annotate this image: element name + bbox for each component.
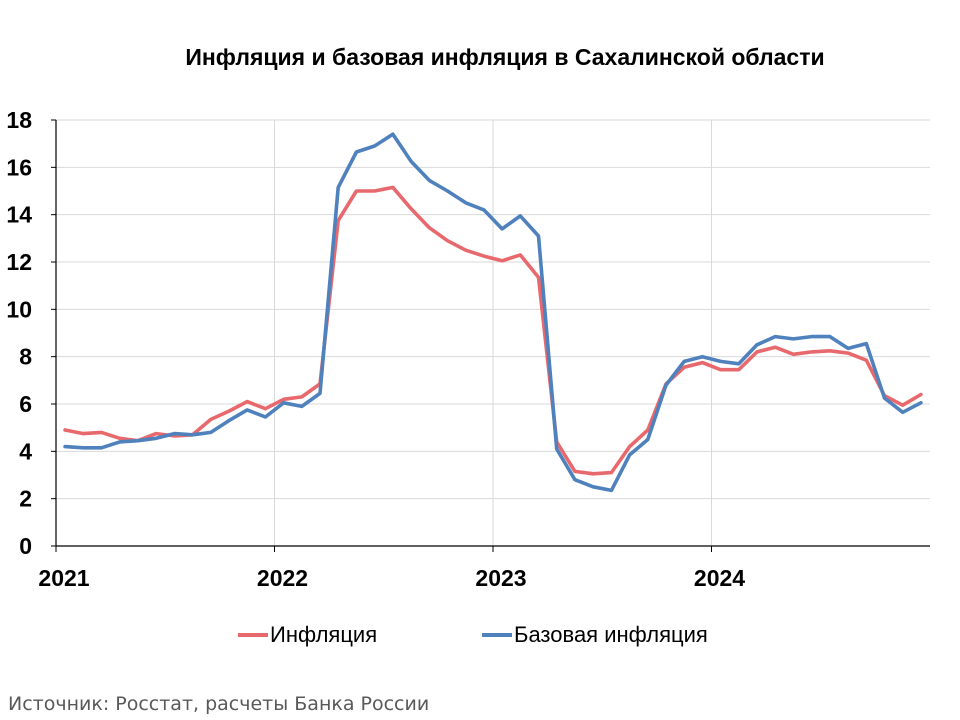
grid-lines — [56, 119, 930, 546]
y-tick-label: 18 — [6, 107, 32, 133]
axes — [51, 119, 930, 552]
legend-item-core-inflation: Базовая инфляция — [482, 622, 708, 648]
series-lines — [63, 132, 923, 493]
y-tick-label: 2 — [19, 486, 32, 512]
x-tick-label: 2024 — [694, 565, 745, 591]
legend-label-core-inflation: Базовая инфляция — [514, 622, 708, 647]
x-tick-label: 2021 — [38, 565, 89, 591]
y-tick-label: 14 — [6, 202, 32, 228]
legend-item-inflation: Инфляция — [238, 622, 377, 648]
series-line-inflation — [63, 185, 923, 476]
y-tick-label: 0 — [19, 533, 32, 559]
tick-labels: 0 2 4 6 8 10 12 14 16 18 2021 2022 2023 2024 — [6, 107, 745, 591]
y-tick-label: 8 — [19, 344, 32, 370]
legend-label-inflation: Инфляция — [270, 622, 378, 647]
source-note: Источник: Росстат, расчеты Банка России — [8, 693, 430, 715]
legend-swatch-inflation — [238, 633, 268, 637]
chart-title: Инфляция и базовая инфляция в Сахалинско… — [185, 44, 825, 70]
x-tick-label: 2022 — [257, 565, 308, 591]
legend-swatch-core-inflation — [482, 633, 512, 637]
y-tick-label: 12 — [6, 249, 32, 275]
y-tick-label: 4 — [19, 438, 32, 464]
y-tick-label: 10 — [6, 296, 32, 322]
y-tick-label: 6 — [19, 391, 32, 417]
x-tick-label: 2023 — [475, 565, 526, 591]
series-line-core-inflation — [63, 132, 923, 493]
y-tick-label: 16 — [6, 154, 32, 180]
